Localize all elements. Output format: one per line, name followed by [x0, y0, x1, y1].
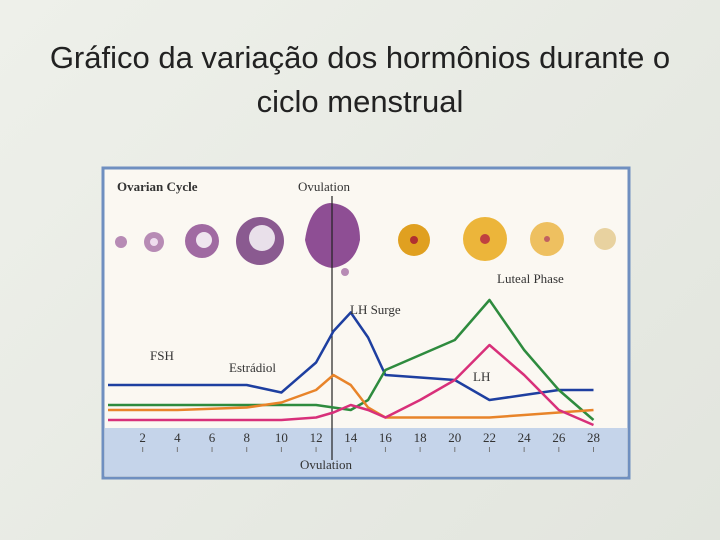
x-tick-label: 2: [139, 430, 146, 445]
x-tick-label: 4: [174, 430, 181, 445]
x-tick-label: 28: [587, 430, 600, 445]
annotation: Estrádiol: [229, 360, 276, 375]
hormone-line: [108, 298, 595, 421]
x-tick-label: 26: [552, 430, 566, 445]
annotation: LH: [473, 369, 490, 384]
annotation: Luteal Phase: [497, 271, 564, 286]
x-tick-label: 16: [379, 430, 393, 445]
slide-title: Gráfico da variação dos hormônios durant…: [49, 40, 671, 119]
hormone-line: [108, 311, 594, 402]
axis-band: [105, 428, 627, 476]
x-tick-label: 10: [275, 430, 288, 445]
x-tick-label: 18: [414, 430, 427, 445]
hormone-line: [108, 373, 594, 419]
x-tick-label: 8: [243, 430, 250, 445]
annotation: Ovulation: [300, 457, 352, 472]
annotation: Ovulation: [298, 179, 350, 194]
x-tick-label: 14: [344, 430, 358, 445]
x-tick-label: 22: [483, 430, 496, 445]
chart-frame: [101, 166, 631, 480]
annotation: LH Surge: [350, 302, 401, 317]
hormone-line: [108, 343, 594, 427]
ovarian-cells: [115, 203, 616, 276]
x-tick-label: 6: [209, 430, 216, 445]
x-tick-label: 12: [310, 430, 323, 445]
x-tick-label: 24: [518, 430, 532, 445]
annotation: FSH: [150, 348, 174, 363]
x-tick-label: 20: [448, 430, 461, 445]
annotation: Ovarian Cycle: [117, 179, 198, 194]
